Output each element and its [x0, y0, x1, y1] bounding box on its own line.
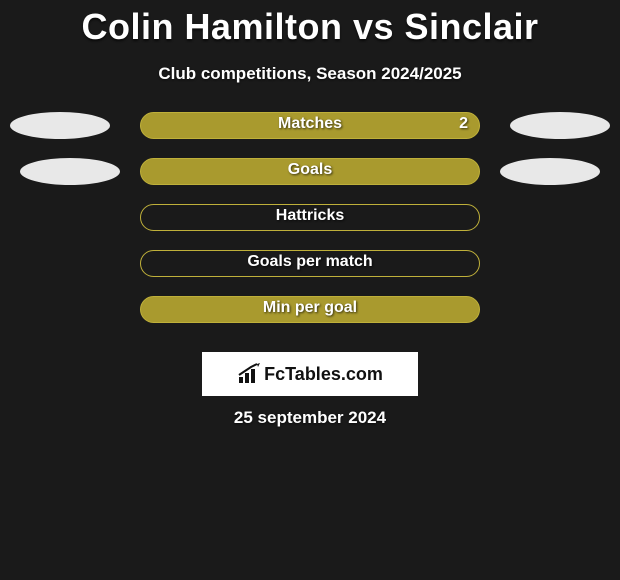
stat-label: Goals — [288, 161, 332, 179]
stat-row-matches: Matches 2 — [0, 112, 620, 142]
logo-text: FcTables.com — [264, 364, 383, 385]
page-title: Colin Hamilton vs Sinclair — [0, 0, 620, 48]
fctables-logo: FcTables.com — [237, 363, 383, 385]
page-root: Colin Hamilton vs Sinclair Club competit… — [0, 0, 620, 580]
stats-block: Matches 2 Goals Hattricks Goals per matc… — [0, 112, 620, 326]
page-subtitle: Club competitions, Season 2024/2025 — [0, 64, 620, 84]
stat-row-goals-per-match: Goals per match — [0, 250, 620, 280]
left-value-ellipse — [10, 112, 110, 139]
stat-row-hattricks: Hattricks — [0, 204, 620, 234]
date-text: 25 september 2024 — [0, 408, 620, 428]
right-value-ellipse — [500, 158, 600, 185]
bar-chart-icon — [237, 363, 261, 385]
fctables-logo-link[interactable]: FcTables.com — [202, 352, 418, 396]
left-value-ellipse — [20, 158, 120, 185]
stat-value-right: 2 — [459, 115, 468, 133]
stat-row-goals: Goals — [0, 158, 620, 188]
stat-label: Goals per match — [247, 253, 372, 271]
stat-label: Hattricks — [276, 207, 344, 225]
stat-label: Matches — [278, 115, 342, 133]
right-value-ellipse — [510, 112, 610, 139]
stat-row-min-per-goal: Min per goal — [0, 296, 620, 326]
stat-label: Min per goal — [263, 299, 357, 317]
